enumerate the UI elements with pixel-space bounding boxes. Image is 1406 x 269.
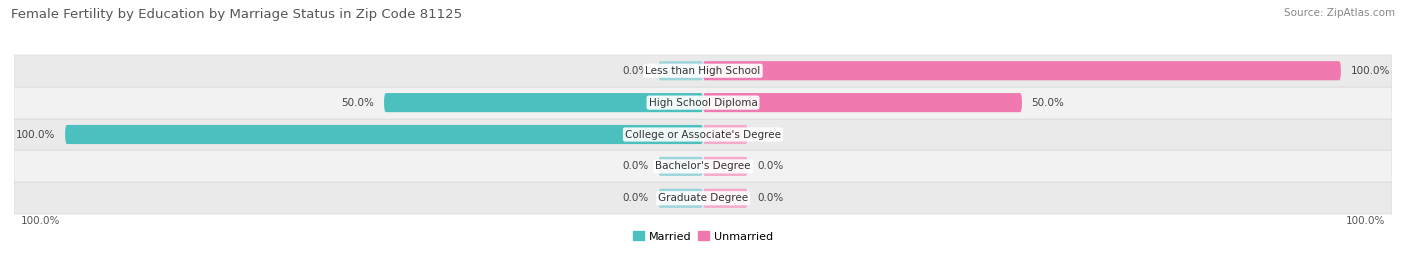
Text: Bachelor's Degree: Bachelor's Degree <box>655 161 751 171</box>
Text: Less than High School: Less than High School <box>645 66 761 76</box>
Text: 0.0%: 0.0% <box>623 193 648 203</box>
Text: 0.0%: 0.0% <box>623 66 648 76</box>
Text: Female Fertility by Education by Marriage Status in Zip Code 81125: Female Fertility by Education by Marriag… <box>11 8 463 21</box>
FancyBboxPatch shape <box>703 125 748 144</box>
Text: 50.0%: 50.0% <box>342 98 374 108</box>
FancyBboxPatch shape <box>14 182 1392 214</box>
Text: 100.0%: 100.0% <box>21 215 60 226</box>
Text: 0.0%: 0.0% <box>623 161 648 171</box>
Legend: Married, Unmarried: Married, Unmarried <box>628 227 778 246</box>
FancyBboxPatch shape <box>14 150 1392 182</box>
Text: College or Associate's Degree: College or Associate's Degree <box>626 129 780 140</box>
FancyBboxPatch shape <box>65 125 703 144</box>
FancyBboxPatch shape <box>658 61 703 80</box>
Text: 50.0%: 50.0% <box>1032 98 1064 108</box>
FancyBboxPatch shape <box>658 189 703 208</box>
Text: 0.0%: 0.0% <box>758 193 783 203</box>
Text: 100.0%: 100.0% <box>1346 215 1385 226</box>
FancyBboxPatch shape <box>703 93 1022 112</box>
Text: Graduate Degree: Graduate Degree <box>658 193 748 203</box>
Text: 100.0%: 100.0% <box>15 129 55 140</box>
Text: 100.0%: 100.0% <box>1351 66 1391 76</box>
Text: 0.0%: 0.0% <box>758 129 783 140</box>
FancyBboxPatch shape <box>14 55 1392 87</box>
Text: 0.0%: 0.0% <box>758 161 783 171</box>
FancyBboxPatch shape <box>703 157 748 176</box>
FancyBboxPatch shape <box>14 87 1392 119</box>
FancyBboxPatch shape <box>658 157 703 176</box>
Text: High School Diploma: High School Diploma <box>648 98 758 108</box>
FancyBboxPatch shape <box>703 61 1341 80</box>
Text: Source: ZipAtlas.com: Source: ZipAtlas.com <box>1284 8 1395 18</box>
FancyBboxPatch shape <box>14 119 1392 150</box>
FancyBboxPatch shape <box>384 93 703 112</box>
FancyBboxPatch shape <box>703 189 748 208</box>
